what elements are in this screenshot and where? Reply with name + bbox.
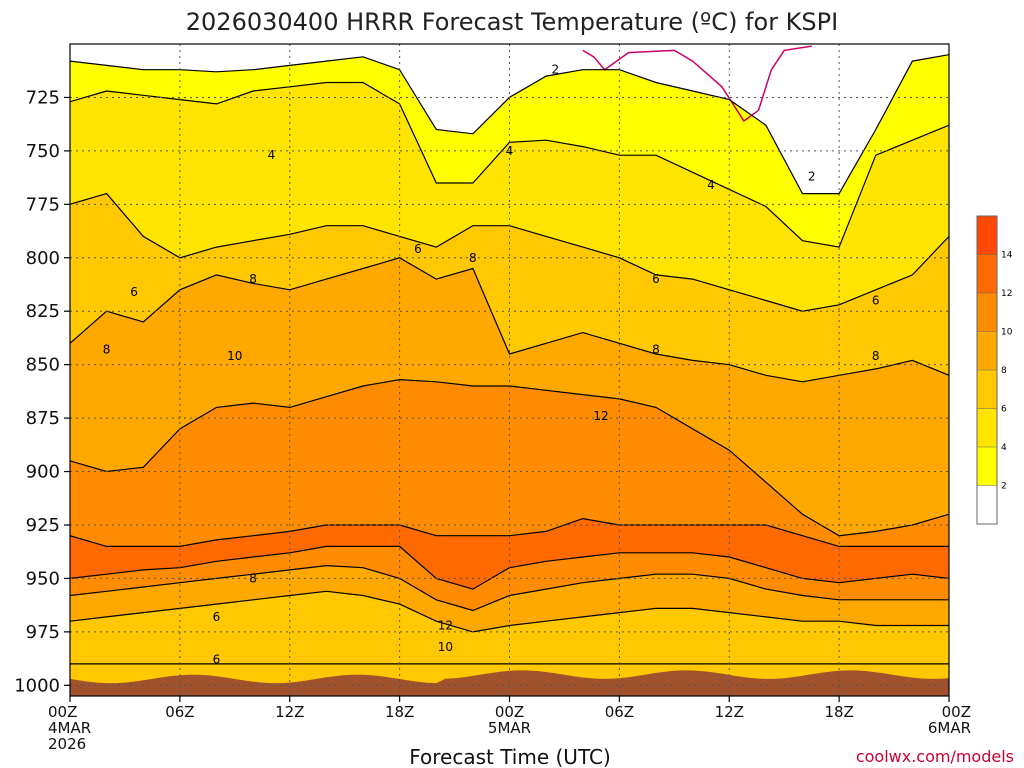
colorbar-swatch-4 [977, 331, 997, 370]
contour-label-13: 8 [872, 349, 880, 363]
x-axis-label: Forecast Time (UTC) [409, 745, 611, 768]
xtick-label-12-0: 12Z [275, 703, 304, 721]
contour-label-2: 4 [268, 148, 276, 162]
contour-label-20: 6 [213, 653, 221, 667]
ytick-label-875: 875 [26, 408, 60, 429]
contour-label-1: 2 [808, 170, 816, 184]
contour-label-10: 8 [249, 272, 257, 286]
colorbar-label-0: 2 [1001, 482, 1007, 492]
colorbar-label-5: 12 [1001, 289, 1012, 299]
xtick-label-36-0: 12Z [715, 703, 744, 721]
contour-label-5: 6 [414, 242, 422, 256]
xtick-label-6-0: 06Z [165, 703, 194, 721]
contour-label-11: 8 [103, 343, 111, 357]
xtick-label-0-2: 2026 [48, 735, 86, 753]
ytick-label-950: 950 [26, 568, 60, 589]
isotherm-1 [70, 81, 949, 248]
freezing-line-path [582, 45, 812, 123]
colorbar-label-1: 4 [1001, 443, 1007, 453]
contour-label-7: 6 [652, 272, 660, 286]
ytick-label-725: 725 [26, 87, 60, 108]
contour-label-6: 6 [130, 285, 138, 299]
chart-title: 2026030400 HRRR Forecast Temperature (ºC… [186, 8, 838, 36]
ytick-label-775: 775 [26, 194, 60, 215]
xtick-label-42-0: 18Z [824, 703, 853, 721]
colorbar-label-2: 6 [1001, 405, 1007, 415]
colorbar-label-3: 8 [1001, 366, 1007, 376]
contour-label-17: 12 [593, 409, 608, 423]
contour-label-15: 10 [227, 349, 242, 363]
isotherm-3 [70, 257, 949, 383]
isotherm-8 [70, 590, 949, 633]
colorbar-swatch-1 [977, 447, 997, 486]
credit-text: coolwx.com/models [856, 747, 1014, 766]
ytick-label-925: 925 [26, 515, 60, 536]
xtick-label-0-0: 00Z [48, 703, 77, 721]
ytick-label-800: 800 [26, 248, 60, 269]
ytick-label-1000: 1000 [14, 675, 60, 696]
contour-label-14: 8 [249, 571, 257, 585]
colorbar-swatch-2 [977, 408, 997, 447]
colorbar-label-4: 10 [1001, 328, 1013, 338]
xtick-label-48-1: 6MAR [928, 719, 971, 737]
contour-label-18: 12 [438, 618, 453, 632]
colorbar: 2 4 6 8 10 12 14 [976, 215, 1013, 525]
colorbar-label-6: 14 [1001, 251, 1013, 261]
xtick-label-0-1: 4MAR [48, 719, 91, 737]
ytick-label-850: 850 [26, 355, 60, 376]
ground-terrain [70, 670, 949, 696]
contour-label-9: 8 [469, 251, 477, 265]
contour-label-8: 6 [872, 294, 880, 308]
contour-label-19: 6 [213, 610, 221, 624]
freezing-line [582, 45, 812, 123]
contour-label-0: 2 [551, 63, 559, 77]
xtick-label-48-0: 00Z [942, 703, 971, 721]
contour-label-4: 4 [707, 178, 715, 192]
isotherm-5 [70, 517, 949, 547]
colorbar-swatch-6 [977, 254, 997, 293]
contour-labels: 2 2 4 4 4 6 6 6 6 8 8 8 8 8 8 10 10 12 12 6 6 [103, 63, 880, 667]
contour-label-3: 4 [506, 144, 514, 158]
colorbar-swatch-3 [977, 370, 997, 409]
y-axis-ticks: 725 750 775 800 825 850 875 900 925 950 975 1000 [14, 87, 70, 696]
xtick-label-30-0: 06Z [605, 703, 634, 721]
xtick-label-24-0: 00Z [495, 703, 524, 721]
ground-fill [70, 670, 949, 696]
contour-label-12: 8 [652, 343, 660, 357]
colorbar-swatch-5 [977, 293, 997, 332]
colorbar-swatch-0 [977, 485, 997, 524]
ytick-label-750: 750 [26, 141, 60, 162]
ytick-label-900: 900 [26, 462, 60, 483]
xtick-label-18-0: 18Z [385, 703, 414, 721]
ytick-label-975: 975 [26, 622, 60, 643]
xtick-label-24-1: 5MAR [488, 719, 531, 737]
colorbar-swatch-7 [977, 216, 997, 255]
contour-label-16: 10 [438, 640, 453, 654]
ytick-label-825: 825 [26, 301, 60, 322]
isotherm-7 [70, 564, 949, 612]
